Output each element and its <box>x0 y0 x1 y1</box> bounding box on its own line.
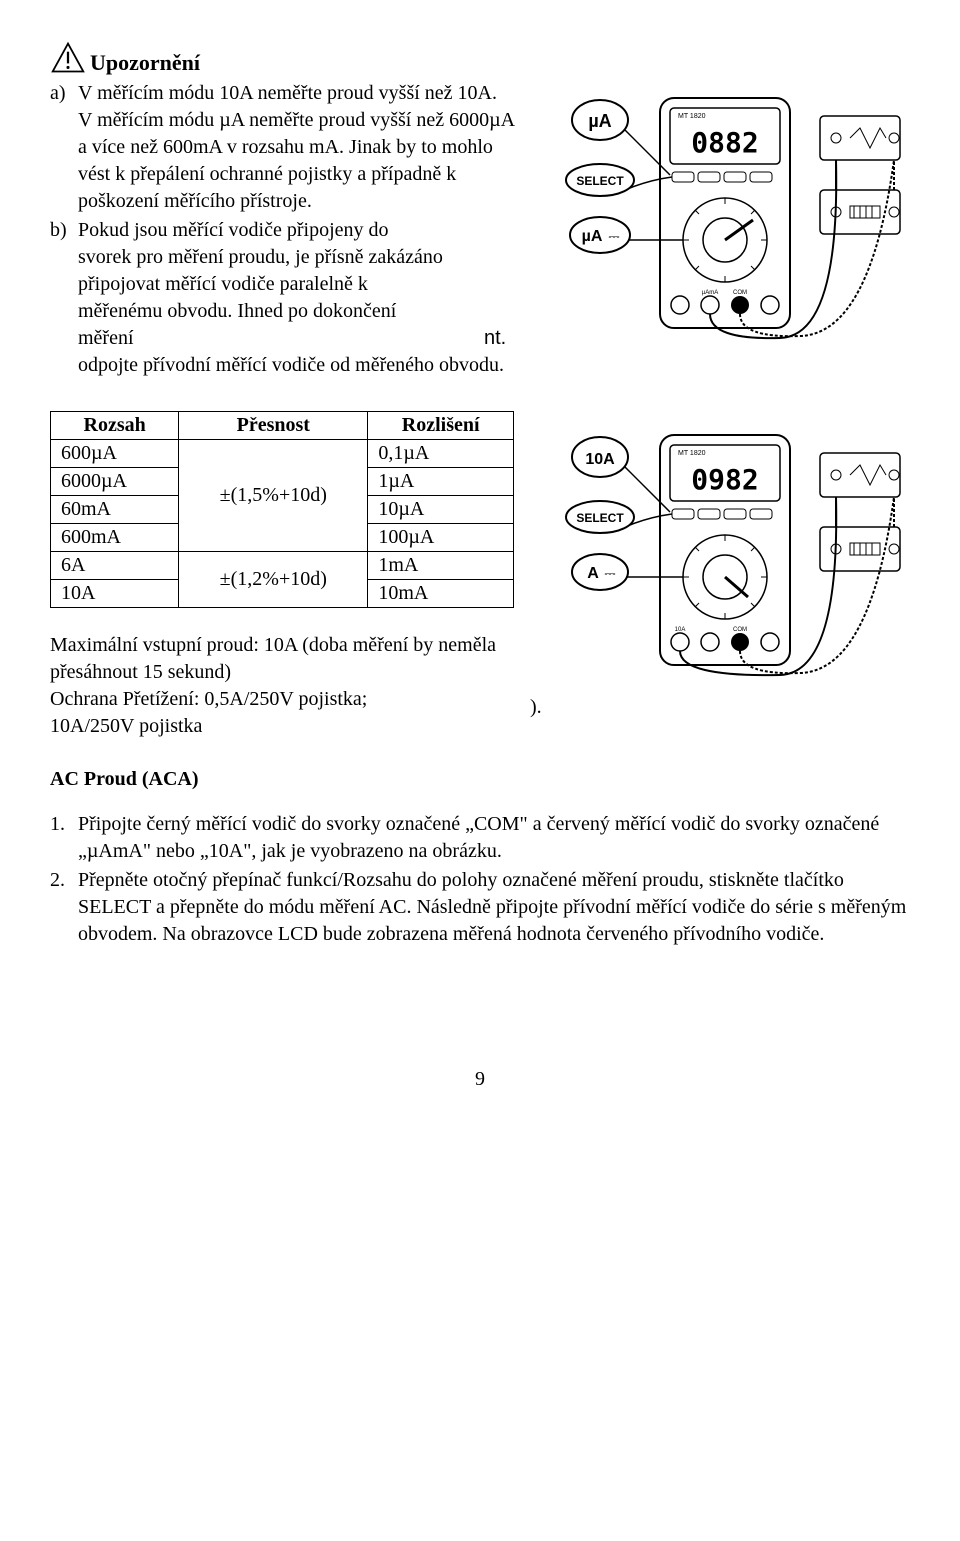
spec-table-container: Rozsah Přesnost Rozlišení 600µA ±(1,5%+1… <box>50 411 514 740</box>
fig2-display: 0982 <box>691 463 758 496</box>
cell-res: 1µA <box>368 468 514 496</box>
svg-text:⎓: ⎓ <box>608 228 619 244</box>
orphan-paren: ). <box>530 696 542 718</box>
warning-item-b-tail: odpojte přívodní měřící vodiče od měřené… <box>78 352 514 379</box>
warning-text-column: a) V měřícím módu 10A neměřte proud vyšš… <box>50 80 514 381</box>
cell-range: 600mA <box>51 524 179 552</box>
cell-range: 6A <box>51 552 179 580</box>
fig2-btn2: SELECT <box>576 511 624 525</box>
instruction-1-text: Připojte černý měřící vodič do svorky oz… <box>78 811 910 865</box>
instruction-2-text: Přepněte otočný přepínač funkcí/Rozsahu … <box>78 867 910 948</box>
svg-text:µAmA: µAmA <box>702 290 718 296</box>
cell-res: 10mA <box>368 580 514 608</box>
warning-item-b: b) Pokud jsou měřící vodiče připojeny do… <box>50 217 514 379</box>
warning-title: Upozornění <box>90 50 200 76</box>
warning-triangle-icon <box>50 40 86 76</box>
warning-item-a-text: V měřícím módu 10A neměřte proud vyšší n… <box>78 80 514 215</box>
max-input-note: Maximální vstupní proud: 10A (doba měřen… <box>50 632 514 686</box>
warning-section: a) V měřícím módu 10A neměřte proud vyšš… <box>50 80 910 381</box>
fig2-model: MT 1820 <box>678 450 706 457</box>
protection-note-b: 10A/250V pojistka <box>50 713 514 740</box>
th-accuracy: Přesnost <box>179 412 368 440</box>
table-row: 600µA ±(1,5%+10d) 0,1µA <box>51 440 514 468</box>
fig1-display: 0882 <box>691 126 758 159</box>
th-resolution: Rozlišení <box>368 412 514 440</box>
fig1-btn2: SELECT <box>576 174 624 188</box>
svg-text:10A: 10A <box>675 627 686 633</box>
table-header-row: Rozsah Přesnost Rozlišení <box>51 412 514 440</box>
svg-text:COM: COM <box>733 627 747 633</box>
numbered-instructions: 1. Připojte černý měřící vodič do svorky… <box>50 811 910 948</box>
list-marker-b: b) <box>50 217 78 379</box>
warning-item-b-part1: Pokud jsou měřící vodiče připojeny do sv… <box>78 217 444 352</box>
num-marker-1: 1. <box>50 811 78 865</box>
cell-accuracy-group2: ±(1,2%+10d) <box>179 552 368 608</box>
ac-current-heading: AC Proud (ACA) <box>50 768 910 791</box>
figure-1: MT 1820 0882 <box>530 80 910 381</box>
svg-text:COM: COM <box>733 290 747 296</box>
warning-item-a: a) V měřícím módu 10A neměřte proud vyšš… <box>50 80 514 215</box>
fig2-btn3: A <box>587 565 599 582</box>
cell-res: 100µA <box>368 524 514 552</box>
svg-text:⎓: ⎓ <box>604 565 615 581</box>
cell-res: 1mA <box>368 552 514 580</box>
num-marker-2: 2. <box>50 867 78 948</box>
spec-table: Rozsah Přesnost Rozlišení 600µA ±(1,5%+1… <box>50 411 514 608</box>
cell-range: 60mA <box>51 496 179 524</box>
figure-2: MT 1820 0982 10A CO <box>530 411 910 721</box>
fig2-btn1: 10A <box>585 451 615 468</box>
table-row: 6A ±(1,2%+10d) 1mA <box>51 552 514 580</box>
fig1-btn1: µA <box>588 111 611 131</box>
warning-header: Upozornění <box>50 40 910 76</box>
fig1-btn3: µA <box>582 228 603 245</box>
cell-range: 6000µA <box>51 468 179 496</box>
cell-res: 10µA <box>368 496 514 524</box>
list-marker-a: a) <box>50 80 78 215</box>
orphan-nt: nt. <box>484 325 514 352</box>
cell-range: 10A <box>51 580 179 608</box>
page-number: 9 <box>50 1068 910 1091</box>
cell-range: 600µA <box>51 440 179 468</box>
cell-res: 0,1µA <box>368 440 514 468</box>
cell-accuracy-group1: ±(1,5%+10d) <box>179 440 368 552</box>
instruction-2: 2. Přepněte otočný přepínač funkcí/Rozsa… <box>50 867 910 948</box>
post-table-notes: Maximální vstupní proud: 10A (doba měřen… <box>50 632 514 740</box>
fig1-model: MT 1820 <box>678 113 706 120</box>
warning-item-b-text: Pokud jsou měřící vodiče připojeny do sv… <box>78 217 514 379</box>
instruction-1: 1. Připojte černý měřící vodič do svorky… <box>50 811 910 865</box>
table-figure-row: Rozsah Přesnost Rozlišení 600µA ±(1,5%+1… <box>50 411 910 740</box>
protection-note-a: Ochrana Přetížení: 0,5A/250V pojistka; <box>50 688 367 710</box>
th-range: Rozsah <box>51 412 179 440</box>
